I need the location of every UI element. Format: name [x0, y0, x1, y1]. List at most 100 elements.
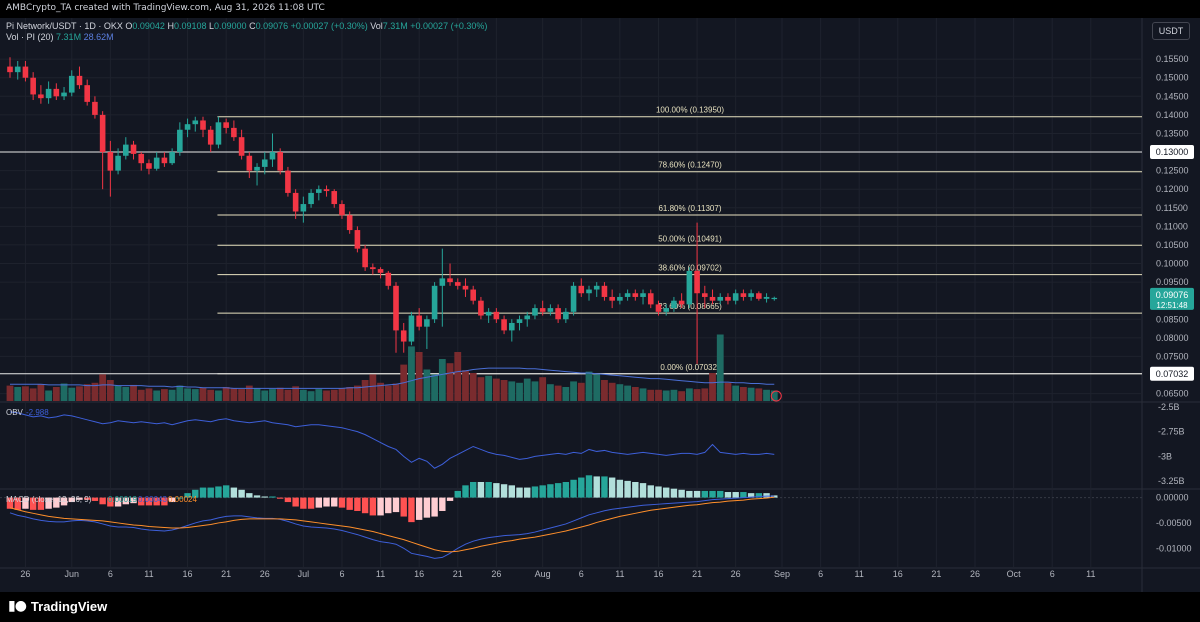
- price-tick-label: 0.09500: [1156, 277, 1189, 287]
- time-tick-label: Jun: [65, 569, 80, 579]
- candle-body: [84, 85, 90, 102]
- time-tick-label: 21: [453, 569, 463, 579]
- current-price-value: 0.09076: [1156, 290, 1189, 300]
- obv-pane: -2.5B -2.75B -3B -3.25B OBV -2.988: [6, 402, 1185, 486]
- price-tick-label: 0.11000: [1156, 221, 1188, 231]
- candle-body: [184, 124, 191, 130]
- macd-hist-bar: [755, 493, 763, 498]
- candle-body: [370, 267, 376, 270]
- candle-body: [740, 293, 747, 297]
- candle-body: [732, 293, 739, 301]
- marked-level-box: [1150, 366, 1194, 381]
- macd-hist-bar: [60, 497, 68, 506]
- macd-hist-bar: [547, 484, 554, 498]
- macd-hist-bar: [138, 497, 145, 506]
- candle-body: [709, 296, 716, 301]
- volume-bar: [570, 381, 577, 401]
- candle-body: [563, 311, 569, 320]
- candle-body: [231, 127, 237, 138]
- macd-hist-bar: [647, 485, 654, 498]
- candle-body: [516, 319, 523, 323]
- chart-svg[interactable]: 100.00% (0.13950) 78.60% (0.12470) 61.80% …: [0, 18, 1200, 592]
- macd-hist-bar: [670, 488, 678, 498]
- vol-pi-value-2: 28.62M: [83, 32, 114, 42]
- macd-hist-bar: [585, 475, 593, 498]
- macd-hist-bar: [763, 493, 770, 498]
- time-axis: 26 Jun 6 11 16 21 26 Jul 6 11 16 21 26 Aug 6 11 16 21 26 Se…: [20, 569, 1095, 579]
- candle-body: [14, 66, 21, 73]
- macd-hist-bar: [701, 490, 708, 498]
- candle-body: [424, 319, 430, 327]
- candle-body: [385, 272, 392, 286]
- time-tick-label: 16: [893, 569, 903, 579]
- candle-body: [354, 230, 361, 249]
- volume-bar: [438, 359, 446, 401]
- time-tick-label: 16: [653, 569, 663, 579]
- macd-hist-bar: [470, 481, 477, 498]
- volume-bar: [354, 385, 361, 401]
- macd-value: 0.00043: [138, 495, 167, 504]
- volume-bars: [6, 334, 778, 401]
- candle-body: [640, 293, 646, 297]
- time-tick-label: 11: [615, 569, 624, 579]
- volume-bar: [168, 389, 176, 401]
- candle-body: [254, 166, 260, 171]
- candle-body: [593, 285, 600, 290]
- macd-hist-bar: [14, 497, 21, 510]
- alert-marker-icon: [770, 390, 782, 402]
- macd-hist-bar: [76, 497, 83, 500]
- volume-bar: [601, 380, 608, 401]
- macd-hist-bar: [462, 485, 469, 498]
- candle-body: [601, 285, 608, 297]
- macd-hist-bar: [686, 490, 693, 498]
- volume-bar: [230, 388, 238, 401]
- chart-area[interactable]: 100.00% (0.13950) 78.60% (0.12470) 61.80% …: [0, 18, 1200, 592]
- time-tick-label: 11: [855, 569, 864, 579]
- currency-button[interactable]: USDT: [1152, 22, 1190, 40]
- volume-bar: [423, 369, 431, 401]
- marked-level-label: 0.13000: [1156, 147, 1189, 157]
- macd-hist-bar: [531, 486, 539, 498]
- volume-bar: [106, 380, 114, 401]
- macd-hist-bar: [477, 481, 485, 498]
- volume-bar: [292, 386, 300, 401]
- macd-hist-bar: [153, 497, 160, 506]
- volume-bar: [454, 352, 462, 401]
- l-label: L: [209, 21, 215, 31]
- macd-hist-bar: [524, 487, 531, 498]
- volume-bar: [631, 387, 639, 401]
- volume-bar: [330, 389, 338, 401]
- volume-bar: [554, 385, 562, 401]
- macd-hist-bar: [53, 497, 60, 508]
- candle-body: [586, 289, 592, 294]
- candle-body: [215, 122, 222, 145]
- tradingview-logo[interactable]: ▮● TradingView: [8, 598, 107, 614]
- candle-body: [547, 308, 554, 312]
- volume-bar: [130, 384, 137, 401]
- macd-hist-bar: [693, 490, 701, 498]
- price-tick-label: 0.10500: [1156, 240, 1189, 250]
- candle-body: [161, 157, 168, 164]
- macd-hist-bar: [493, 483, 500, 498]
- volume-bar: [477, 377, 485, 401]
- macd-hist-bar: [315, 497, 322, 508]
- macd-hist-bar: [516, 487, 523, 498]
- volume-bar: [76, 386, 83, 401]
- volume-bar: [184, 388, 191, 401]
- candle-body: [609, 296, 615, 301]
- volume-bar: [523, 378, 531, 401]
- volume-bar: [83, 384, 91, 401]
- macd-hist-bar: [284, 497, 292, 503]
- macd-hist-bar: [717, 490, 724, 498]
- volume-bar: [114, 385, 122, 401]
- volume-bar: [176, 385, 184, 401]
- volume-bar: [45, 390, 52, 401]
- volume-bar: [415, 352, 423, 401]
- macd-hist-bar: [269, 496, 276, 498]
- candle-body: [238, 137, 245, 156]
- obv-tick-label: -2.5B: [1158, 402, 1180, 412]
- volume-bar: [670, 389, 678, 401]
- marked-level-label: 0.07032: [1156, 369, 1189, 379]
- macd-hist-bar: [99, 497, 106, 505]
- macd-title: MACD (close, 12, 26, 9): [6, 495, 92, 504]
